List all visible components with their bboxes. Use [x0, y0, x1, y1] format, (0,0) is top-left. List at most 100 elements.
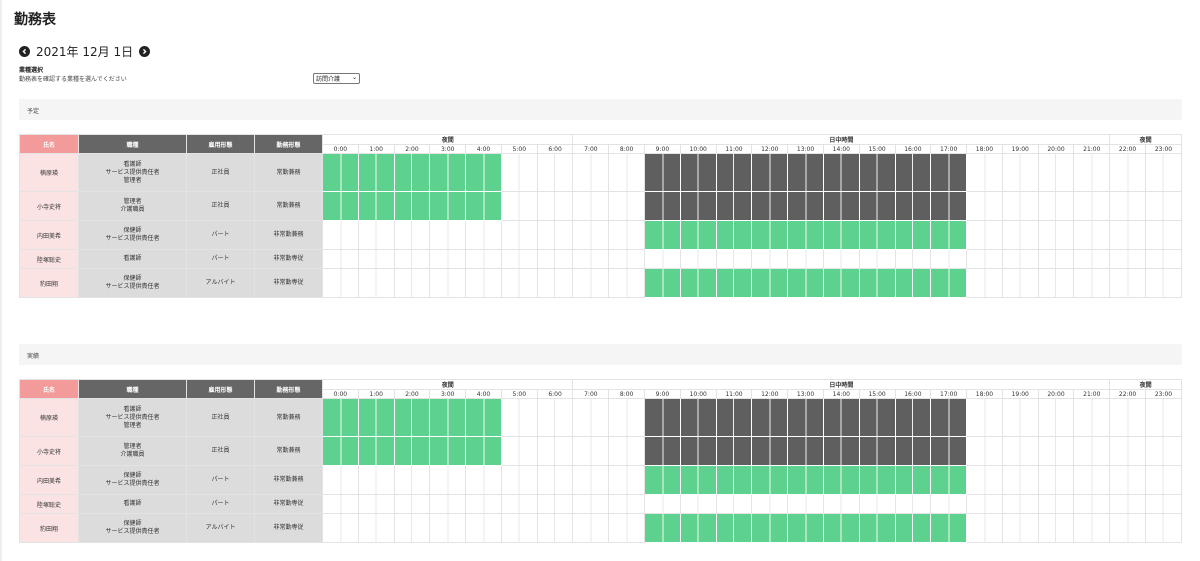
time-slot[interactable] [1073, 268, 1111, 298]
time-slot[interactable] [751, 398, 789, 437]
time-slot[interactable] [608, 513, 646, 543]
job-type-select[interactable]: 訪問介護 ⌄ [313, 73, 360, 84]
time-slot[interactable] [966, 398, 1003, 437]
time-slot[interactable] [1037, 153, 1075, 192]
time-slot[interactable] [1109, 220, 1146, 250]
time-slot[interactable] [393, 191, 431, 221]
time-slot[interactable] [608, 494, 646, 514]
time-slot[interactable] [536, 436, 574, 466]
time-slot[interactable] [536, 268, 574, 298]
time-slot[interactable] [465, 436, 502, 466]
time-slot[interactable] [644, 436, 681, 466]
time-slot[interactable] [1073, 220, 1111, 250]
time-slot[interactable] [1037, 191, 1075, 221]
time-slot[interactable] [536, 191, 574, 221]
time-slot[interactable] [1037, 268, 1075, 298]
time-slot[interactable] [465, 398, 502, 437]
time-slot[interactable] [894, 494, 932, 514]
time-slot[interactable] [787, 436, 824, 466]
time-slot[interactable] [1109, 513, 1146, 543]
time-slot[interactable] [1144, 153, 1183, 192]
time-slot[interactable] [715, 436, 753, 466]
time-slot[interactable] [644, 494, 681, 514]
time-slot[interactable] [751, 465, 789, 495]
time-slot[interactable] [679, 153, 717, 192]
time-slot[interactable] [679, 436, 717, 466]
time-slot[interactable] [322, 249, 359, 269]
time-slot[interactable] [572, 513, 610, 543]
time-slot[interactable] [322, 494, 359, 514]
time-slot[interactable] [751, 191, 789, 221]
time-slot[interactable] [429, 153, 467, 192]
time-slot[interactable] [930, 220, 968, 250]
time-slot[interactable] [1037, 436, 1075, 466]
time-slot[interactable] [393, 268, 431, 298]
time-slot[interactable] [1037, 513, 1075, 543]
time-slot[interactable] [1109, 494, 1146, 514]
time-slot[interactable] [751, 494, 789, 514]
time-slot[interactable] [1001, 494, 1039, 514]
time-slot[interactable] [322, 153, 359, 192]
time-slot[interactable] [822, 494, 860, 514]
time-slot[interactable] [930, 249, 968, 269]
time-slot[interactable] [1001, 398, 1039, 437]
time-slot[interactable] [393, 398, 431, 437]
time-slot[interactable] [1109, 153, 1146, 192]
time-slot[interactable] [608, 436, 646, 466]
time-slot[interactable] [858, 465, 896, 495]
time-slot[interactable] [608, 191, 646, 221]
time-slot[interactable] [1144, 513, 1183, 543]
time-slot[interactable] [608, 153, 646, 192]
time-slot[interactable] [393, 494, 431, 514]
time-slot[interactable] [679, 191, 717, 221]
time-slot[interactable] [1109, 191, 1146, 221]
time-slot[interactable] [679, 249, 717, 269]
time-slot[interactable] [1073, 191, 1111, 221]
time-slot[interactable] [715, 153, 753, 192]
time-slot[interactable] [357, 465, 395, 495]
time-slot[interactable] [322, 220, 359, 250]
time-slot[interactable] [1109, 398, 1146, 437]
time-slot[interactable] [715, 220, 753, 250]
chevron-right-circle-icon[interactable] [139, 45, 151, 57]
time-slot[interactable] [1001, 513, 1039, 543]
time-slot[interactable] [644, 465, 681, 495]
time-slot[interactable] [393, 436, 431, 466]
time-slot[interactable] [751, 268, 789, 298]
time-slot[interactable] [1144, 191, 1183, 221]
time-slot[interactable] [1144, 220, 1183, 250]
time-slot[interactable] [536, 465, 574, 495]
time-slot[interactable] [1109, 436, 1146, 466]
time-slot[interactable] [930, 398, 968, 437]
time-slot[interactable] [966, 220, 1003, 250]
time-slot[interactable] [465, 268, 502, 298]
time-slot[interactable] [966, 513, 1003, 543]
time-slot[interactable] [787, 249, 824, 269]
time-slot[interactable] [894, 436, 932, 466]
time-slot[interactable] [787, 465, 824, 495]
time-slot[interactable] [500, 249, 538, 269]
time-slot[interactable] [572, 494, 610, 514]
time-slot[interactable] [966, 436, 1003, 466]
time-slot[interactable] [608, 398, 646, 437]
time-slot[interactable] [858, 513, 896, 543]
time-slot[interactable] [966, 249, 1003, 269]
time-slot[interactable] [894, 268, 932, 298]
time-slot[interactable] [751, 153, 789, 192]
time-slot[interactable] [500, 465, 538, 495]
time-slot[interactable] [1001, 268, 1039, 298]
time-slot[interactable] [429, 494, 467, 514]
time-slot[interactable] [465, 249, 502, 269]
time-slot[interactable] [858, 436, 896, 466]
time-slot[interactable] [715, 513, 753, 543]
time-slot[interactable] [536, 398, 574, 437]
time-slot[interactable] [322, 465, 359, 495]
time-slot[interactable] [894, 153, 932, 192]
time-slot[interactable] [822, 268, 860, 298]
time-slot[interactable] [536, 249, 574, 269]
time-slot[interactable] [1001, 191, 1039, 221]
time-slot[interactable] [894, 398, 932, 437]
time-slot[interactable] [536, 220, 574, 250]
time-slot[interactable] [1001, 249, 1039, 269]
time-slot[interactable] [1001, 465, 1039, 495]
